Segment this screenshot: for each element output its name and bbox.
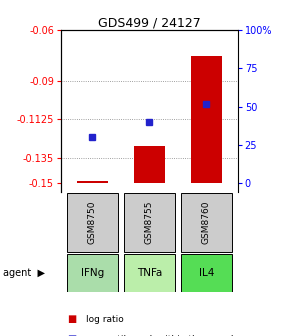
Bar [181, 193, 232, 252]
Text: ■: ■ [67, 334, 76, 336]
Bar [134, 146, 165, 183]
Text: GSM8760: GSM8760 [202, 201, 211, 244]
Bar [181, 254, 232, 292]
Bar [124, 193, 175, 252]
Bar [67, 193, 118, 252]
Text: ■: ■ [67, 314, 76, 324]
Text: IL4: IL4 [199, 268, 214, 278]
Bar [77, 181, 108, 183]
Text: GSM8750: GSM8750 [88, 201, 97, 244]
Text: IFNg: IFNg [81, 268, 104, 278]
Text: TNFa: TNFa [137, 268, 162, 278]
Text: agent  ▶: agent ▶ [3, 268, 45, 278]
Bar [191, 56, 222, 183]
Text: percentile rank within the sample: percentile rank within the sample [86, 335, 239, 336]
Text: log ratio: log ratio [86, 315, 123, 324]
Bar [124, 254, 175, 292]
Text: GSM8755: GSM8755 [145, 201, 154, 244]
Bar [67, 254, 118, 292]
Title: GDS499 / 24127: GDS499 / 24127 [98, 16, 201, 29]
